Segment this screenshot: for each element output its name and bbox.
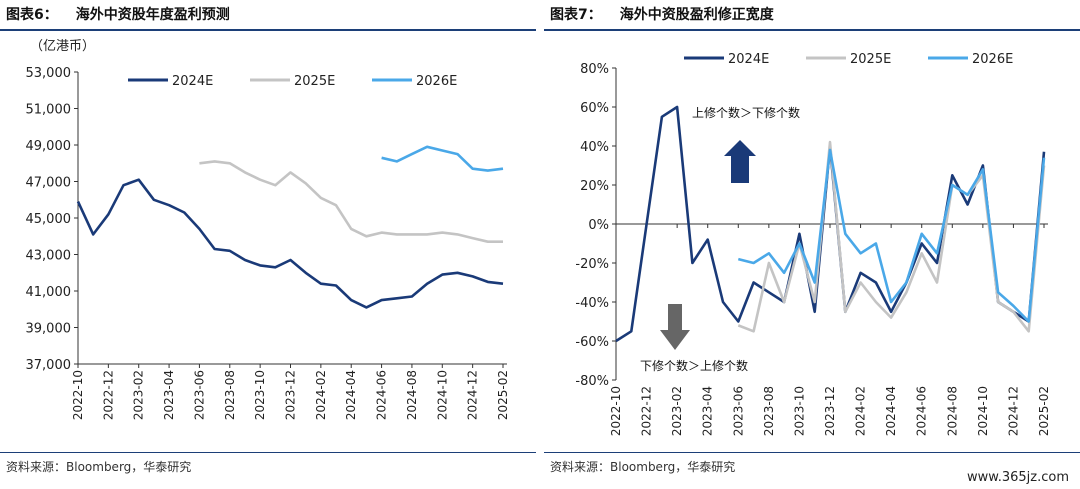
right-chart-panel: 图表7： 海外中资股盈利修正宽度 80% 60% 40% 20% 0% -20% -40% -6… — [544, 0, 1080, 489]
x-tick-label: 2024-06 — [375, 370, 389, 420]
x-tick-label: 2023-02 — [670, 386, 684, 436]
x-tick-label: 2023-12 — [284, 370, 298, 420]
x-tick-label: 2022-10 — [609, 386, 623, 436]
y-tick-label: 0% — [588, 218, 609, 233]
x-tick-label: 2023-08 — [223, 370, 237, 420]
x-tick-label: 2024-12 — [466, 370, 480, 420]
x-tick-label: 2023-02 — [132, 370, 146, 420]
legend-label-2026e: 2026E — [972, 52, 1013, 67]
y-tick-label: -80% — [575, 374, 609, 389]
x-tick-label: 2022-10 — [71, 370, 85, 420]
x-tick-label: 2024-04 — [884, 386, 898, 436]
figure-number-right: 图表7： — [550, 7, 602, 23]
series-line-2025e — [199, 160, 503, 243]
legend-label-2024e: 2024E — [728, 52, 769, 67]
series-line-2024e — [76, 178, 504, 309]
y-tick-label: -60% — [575, 335, 609, 350]
source-rule-left — [0, 452, 536, 453]
x-tick-label: 2023-04 — [162, 370, 176, 420]
earnings-forecast-chart: （亿港币） 53,000 51,000 49,000 47,000 45,000 43,00… — [26, 39, 511, 420]
x-tick-label: 2024-02 — [854, 386, 868, 436]
watermark: www.365jz.com — [964, 470, 1072, 485]
x-tick-label: 2022-12 — [640, 386, 654, 436]
down-arrow-icon — [660, 304, 690, 350]
y-tick-label: -40% — [575, 296, 609, 311]
title-text-left: 海外中资股年度盈利预测 — [75, 7, 230, 23]
y-tick-label: 45,000 — [26, 212, 72, 227]
annotation-down: 下修个数＞上修个数 — [640, 358, 748, 373]
x-tick-label: 2023-08 — [762, 386, 776, 436]
y-tick-label: 80% — [580, 62, 609, 77]
series-line-2026e — [381, 145, 504, 172]
x-tick-label: 2024-04 — [344, 370, 358, 420]
x-tick-label: 2023-12 — [823, 386, 837, 436]
x-tick-label: 2025-02 — [496, 370, 510, 420]
annotation-up: 上修个数＞下修个数 — [692, 105, 800, 120]
x-tick-label: 2023-04 — [701, 386, 715, 436]
x-tick-label: 2024-06 — [915, 386, 929, 436]
y-tick-label: 20% — [580, 179, 609, 194]
x-tick-label: 2022-12 — [101, 370, 115, 420]
chart-title-right: 图表7： 海外中资股盈利修正宽度 — [550, 4, 774, 24]
x-tick-label: 2024-08 — [945, 386, 959, 436]
x-tick-label: 2023-06 — [731, 386, 745, 436]
y-tick-label: 49,000 — [26, 139, 72, 154]
x-tick-label: 2024-02 — [314, 370, 328, 420]
legend-label-2026e: 2026E — [416, 74, 457, 89]
y-tick-label: 47,000 — [26, 176, 72, 191]
up-arrow-icon — [724, 140, 756, 183]
y-unit-label: （亿港币） — [30, 39, 95, 54]
y-tick-label: 39,000 — [26, 322, 72, 337]
y-tick-label: -20% — [575, 257, 609, 272]
x-tick-label: 2025-02 — [1037, 386, 1051, 436]
x-tick-label: 2023-10 — [253, 370, 267, 420]
x-tick-label: 2024-10 — [435, 370, 449, 420]
y-tick-label: 60% — [580, 101, 609, 116]
series-line-2026e — [737, 148, 1046, 323]
source-note-right: 资料来源：Bloomberg，华泰研究 — [550, 460, 736, 474]
y-tick-label: 37,000 — [26, 358, 72, 373]
y-tick-label: 43,000 — [26, 249, 72, 264]
x-tick-label: 2024-10 — [976, 386, 990, 436]
legend-label-2025e: 2025E — [294, 74, 335, 89]
legend-label-2024e: 2024E — [172, 74, 213, 89]
revision-breadth-chart: 80% 60% 40% 20% 0% -20% -40% -60% -80%2022-10 202… — [575, 52, 1051, 436]
y-tick-label: 51,000 — [26, 103, 72, 118]
figure-number-left: 图表6： — [6, 7, 58, 23]
y-tick-label: 40% — [580, 140, 609, 155]
title-text-right: 海外中资股盈利修正宽度 — [619, 7, 774, 23]
x-tick-label: 2023-06 — [192, 370, 206, 420]
left-chart-panel: 图表6： 海外中资股年度盈利预测 （亿港币） 53,000 51,000 49,000 4… — [0, 0, 536, 489]
x-tick-label: 2023-10 — [792, 386, 806, 436]
y-tick-label: 41,000 — [26, 285, 72, 300]
x-tick-label: 2024-12 — [1006, 386, 1020, 436]
source-note-left: 资料来源：Bloomberg，华泰研究 — [6, 460, 192, 474]
title-rule-right — [544, 29, 1080, 31]
y-tick-label: 53,000 — [26, 66, 72, 81]
legend-label-2025e: 2025E — [850, 52, 891, 67]
x-tick-label: 2024-08 — [405, 370, 419, 420]
source-rule-right — [544, 452, 1080, 453]
chart-title-left: 图表6： 海外中资股年度盈利预测 — [6, 4, 230, 24]
title-rule-left — [0, 29, 536, 31]
